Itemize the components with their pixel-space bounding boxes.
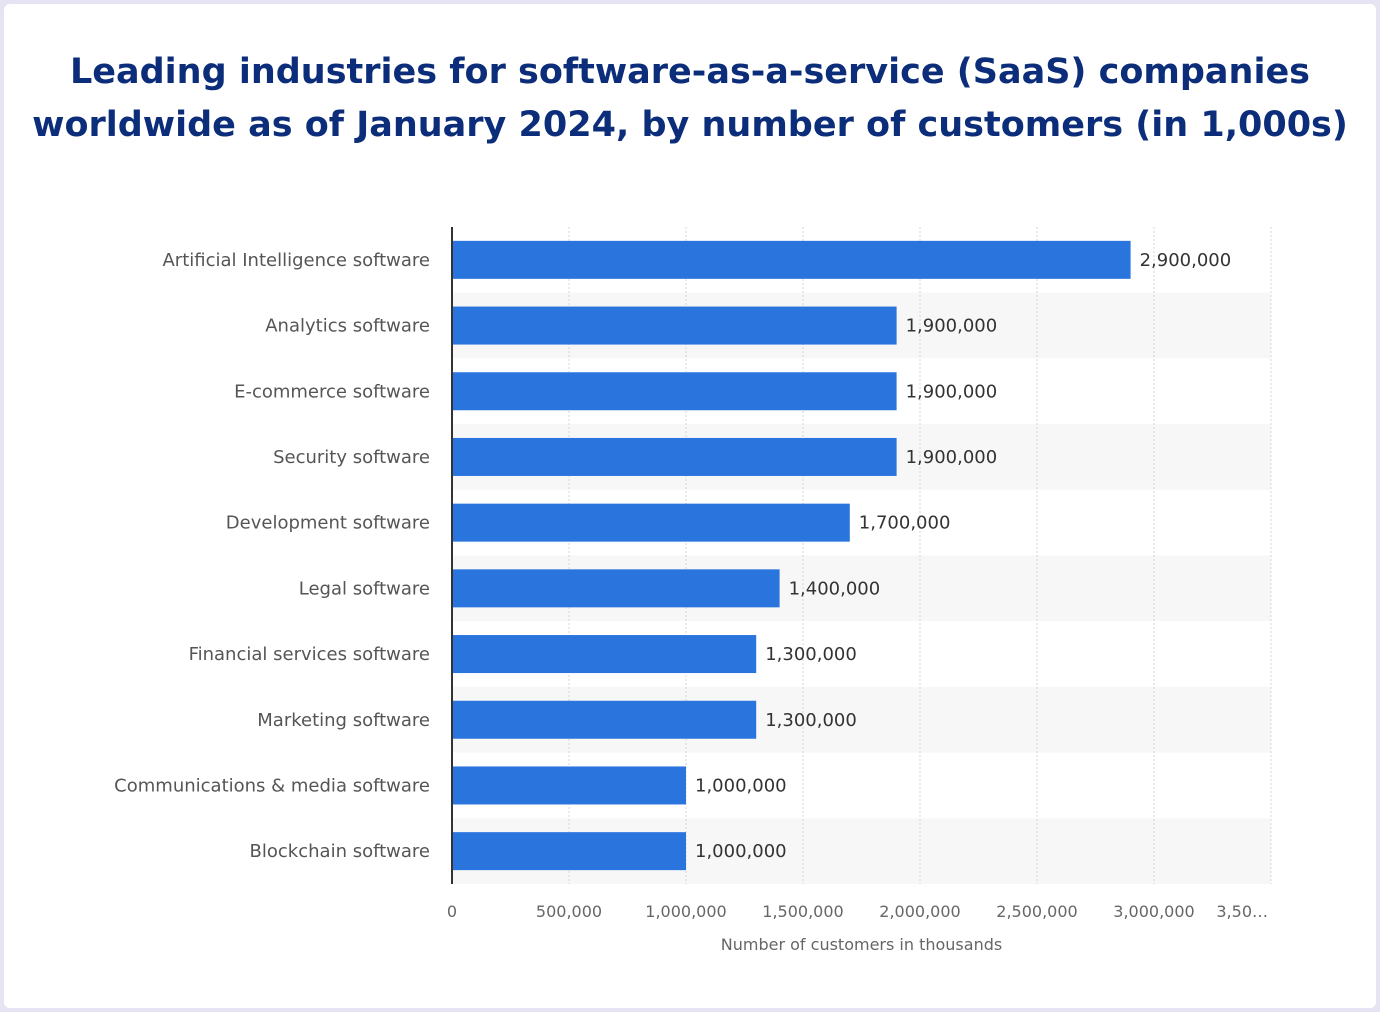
bar <box>452 569 780 608</box>
category-label: Artificial Intelligence software <box>162 250 430 271</box>
x-axis-title: Number of customers in thousands <box>721 935 1002 954</box>
data-label: 1,700,000 <box>859 513 951 534</box>
x-tick-label: 3,50… <box>1216 902 1268 921</box>
bar <box>452 832 686 871</box>
data-label: 1,900,000 <box>906 316 998 337</box>
bar <box>452 700 757 739</box>
category-label: Marketing software <box>257 710 430 731</box>
category-label: Financial services software <box>189 644 430 665</box>
bar <box>452 437 897 476</box>
bar <box>452 240 1131 279</box>
chart-title-line-2: worldwide as of January 2024, by number … <box>32 105 1348 145</box>
data-label: 1,000,000 <box>695 775 787 796</box>
bar <box>452 306 897 345</box>
data-label: 2,900,000 <box>1140 250 1232 271</box>
data-label: 1,900,000 <box>906 447 998 468</box>
category-label: Blockchain software <box>250 841 430 862</box>
x-tick-label: 2,500,000 <box>996 902 1077 921</box>
category-label: Security software <box>273 447 430 468</box>
x-tick-label: 1,000,000 <box>645 902 726 921</box>
data-label: 1,000,000 <box>695 841 787 862</box>
category-label: Legal software <box>299 578 430 599</box>
x-tick-label: 2,000,000 <box>879 902 960 921</box>
chart-title: Leading industries for software-as-a-ser… <box>0 46 1380 152</box>
x-tick-label: 3,000,000 <box>1113 902 1194 921</box>
category-label: Development software <box>226 513 430 534</box>
category-label: E-commerce software <box>234 381 430 402</box>
category-label: Communications & media software <box>114 775 430 796</box>
bar <box>452 503 850 542</box>
data-label: 1,400,000 <box>789 578 881 599</box>
x-tick-label: 1,500,000 <box>762 902 843 921</box>
chart-title-line-1: Leading industries for software-as-a-ser… <box>69 52 1311 92</box>
data-label: 1,900,000 <box>906 381 998 402</box>
bar <box>452 372 897 411</box>
bar <box>452 766 686 805</box>
x-tick-label: 500,000 <box>536 902 602 921</box>
category-label: Analytics software <box>265 316 430 337</box>
bar <box>452 635 757 674</box>
data-label: 1,300,000 <box>765 710 857 731</box>
data-label: 1,300,000 <box>765 644 857 665</box>
x-tick-label: 0 <box>447 902 457 921</box>
